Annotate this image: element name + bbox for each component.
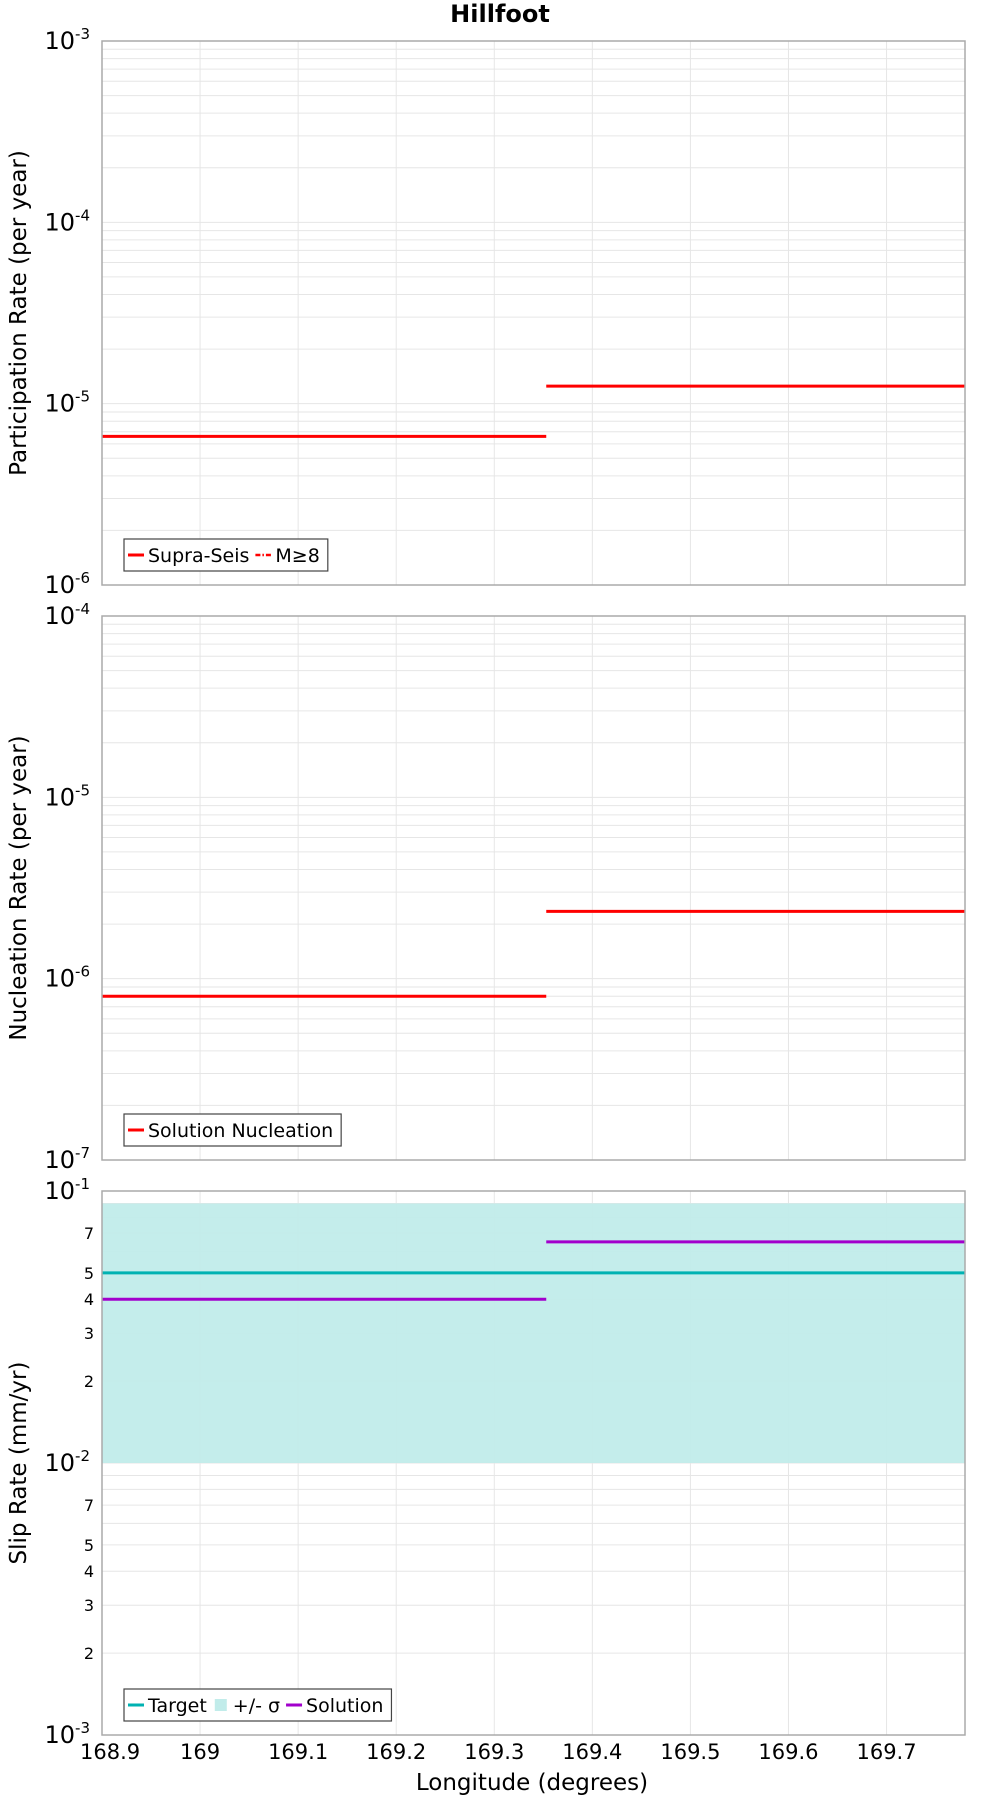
y-tick-label: 10-3 (44, 25, 90, 55)
legend-item: +/- σ (214, 1695, 280, 1717)
legend-item: M≥8 (255, 545, 320, 567)
legend-item: Solution (286, 1695, 383, 1717)
x-tick-label: 169 (180, 1740, 220, 1764)
y-tick-label: 10-6 (44, 963, 90, 993)
y-tick-label: 10-7 (44, 1144, 90, 1174)
y-minor-tick-label: 3 (84, 1596, 94, 1615)
y-minor-tick-label: 4 (84, 1562, 94, 1581)
y-axis-label: Participation Rate (per year) (6, 150, 32, 476)
y-minor-tick-label: 4 (84, 1290, 94, 1309)
x-tick-label: 169.4 (562, 1740, 622, 1764)
y-minor-tick-label: 5 (84, 1536, 94, 1555)
x-tick-label: 169.5 (660, 1740, 720, 1764)
y-tick-label: 10-5 (44, 781, 90, 811)
x-tick-label: 168.9 (80, 1740, 140, 1764)
y-minor-tick-label: 5 (84, 1264, 94, 1283)
y-tick-label: 10-5 (44, 388, 90, 418)
legend: Solution Nucleation (123, 1113, 342, 1147)
legend-box (123, 1113, 342, 1147)
y-axis-label: Nucleation Rate (per year) (6, 735, 32, 1040)
x-axis: 168.9 169 169.1 169.2 169.3 169.4 169.5 169.6 16… (80, 1740, 917, 1764)
legend-item: Solution Nucleation (128, 1120, 333, 1142)
y-tick-label: 10-4 (44, 206, 90, 236)
plot-area (102, 41, 965, 585)
legend-label: M≥8 (275, 545, 319, 567)
plot-frame (101, 1190, 966, 1736)
legend: Target +/- σ Solution (123, 1688, 393, 1722)
legend-label: Target (147, 1695, 207, 1717)
y-tick-label: 10-6 (44, 569, 90, 599)
legend-label: Solution Nucleation (148, 1120, 333, 1142)
x-tick-label: 169.6 (758, 1740, 818, 1764)
legend-box (123, 1688, 393, 1722)
y-minor-tick-label: 2 (84, 1372, 94, 1391)
plot-frame (101, 40, 966, 586)
y-minor-tick-label: 3 (84, 1324, 94, 1343)
sigma-band (102, 1203, 965, 1463)
y-tick-label: 10-2 (44, 1447, 90, 1477)
legend-label: Supra-Seis (148, 545, 249, 567)
legend-label: Solution (306, 1695, 383, 1717)
chart-panels: 10-6 10-5 10-4 10-3 Participation Rate (per … (6, 25, 966, 1749)
panel-nucleation: 10-7 10-6 10-5 10-4 Nucleation Rate (per yea… (6, 600, 966, 1174)
x-tick-label: 169.3 (464, 1740, 524, 1764)
grid-lines (101, 41, 965, 585)
y-tick-label: 10-3 (44, 1719, 90, 1749)
y-tick-label: 10-4 (44, 600, 90, 630)
y-minor-tick-label: 7 (84, 1224, 94, 1243)
plot-area (102, 616, 965, 1160)
plot-frame (101, 615, 966, 1161)
legend-label: +/- σ (233, 1695, 280, 1717)
panel-slip: 10-3 10-2 10-1 2 3 4 5 7 2 3 4 5 7 Slip Rate (mm/yr) T… (6, 1175, 966, 1749)
x-tick-label: 169.7 (856, 1740, 916, 1764)
y-tick-label: 10-1 (44, 1175, 90, 1205)
legend-item: Supra-Seis (128, 545, 249, 567)
x-axis-label: Longitude (degrees) (416, 1770, 648, 1796)
legend-box-swatch (214, 1699, 227, 1711)
legend: Supra-Seis M≥8 (123, 538, 329, 572)
x-tick-label: 169.1 (268, 1740, 328, 1764)
legend-item: Target (128, 1695, 207, 1717)
panel-participation: 10-6 10-5 10-4 10-3 Participation Rate (per … (6, 25, 966, 599)
y-minor-tick-label: 2 (84, 1644, 94, 1663)
x-tick-label: 169.2 (366, 1740, 426, 1764)
y-minor-tick-label: 7 (84, 1496, 94, 1515)
chart-title: Hillfoot (450, 0, 550, 28)
y-axis-label: Slip Rate (mm/yr) (6, 1362, 32, 1565)
legend-box (123, 538, 329, 572)
